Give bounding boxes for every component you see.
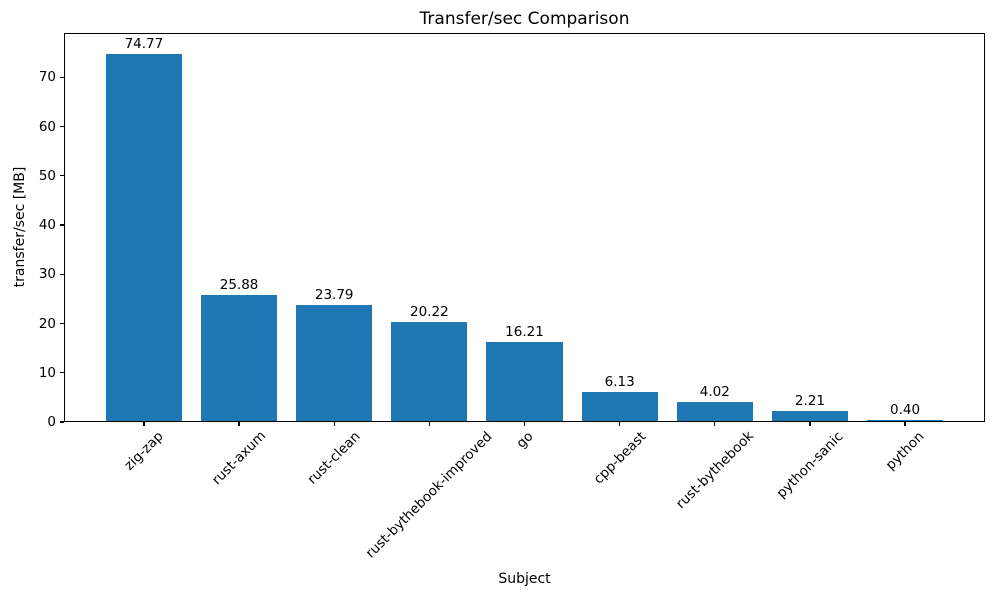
bar-value-label: 20.22 [410,304,449,321]
bar-value-label: 0.40 [890,402,921,419]
x-tick [143,422,145,426]
x-tick [714,422,716,426]
x-tick-label: python [882,428,928,473]
bar [676,402,753,422]
y-tick [60,76,64,78]
bar [105,53,182,422]
x-tick-label: rust-axum [208,428,270,489]
x-tick [523,422,526,426]
x-tick-label: rust-clean [304,428,364,488]
bar [296,304,373,422]
y-tick [60,175,64,177]
y-tick-label: 50 [38,167,56,184]
x-tick-label: rust-bythebook [672,428,757,513]
bar-value-label: 25.88 [219,276,259,293]
bar [771,411,848,422]
x-axis-label: Subject [498,571,551,587]
x-tick [904,422,906,426]
x-tick-label: cpp-beast [590,428,649,487]
y-tick-label: 0 [47,414,56,430]
plot-area [64,33,985,422]
x-tick [333,422,335,426]
bar [391,322,468,422]
y-tick-label: 30 [38,266,56,283]
y-tick [60,224,64,226]
bar-value-label: 74.77 [124,35,164,52]
y-tick [60,125,64,128]
x-tick-label: go [512,428,537,452]
x-tick [428,422,430,426]
bar-value-label: 2.21 [794,393,825,410]
y-tick-label: 40 [38,217,56,234]
y-tick [60,273,64,275]
y-tick [60,421,64,423]
y-tick [60,372,64,374]
bar [201,294,278,422]
x-tick-label: rust-bythebook-improved [362,428,496,562]
x-tick [809,422,811,426]
y-tick-label: 70 [38,69,56,86]
x-tick-label: zig-zap [121,428,167,474]
bar [486,342,563,422]
y-tick-label: 20 [38,315,56,332]
bar-value-label: 4.02 [699,384,730,401]
y-tick [60,322,64,325]
y-tick-label: 10 [38,364,56,381]
y-axis-label: transfer/sec [MB] [12,166,28,288]
x-tick [619,422,621,426]
bar-value-label: 6.13 [604,373,635,390]
x-tick [238,422,240,426]
bar-value-label: 23.79 [314,286,354,303]
y-tick-label: 60 [38,118,56,135]
x-tick-label: python-sanic [773,428,847,502]
bar [581,391,658,422]
bar-value-label: 16.21 [505,324,544,341]
chart-title: Transfer/sec Comparison [419,9,630,29]
